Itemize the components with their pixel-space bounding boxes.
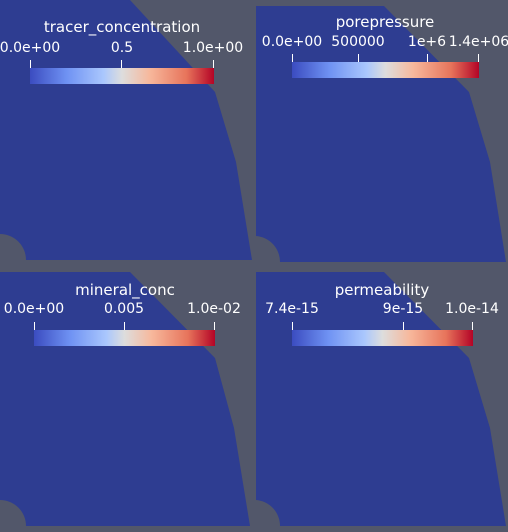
render-view-tracer-concentration[interactable]: tracer_concentration 0.0e+00 0.5 1.0e+00 xyxy=(0,0,254,266)
colorbar-tick xyxy=(358,54,359,66)
colorbar-tick-label: 1e+6 xyxy=(407,34,447,50)
colorbar-tick xyxy=(124,322,125,334)
render-view-porepressure[interactable]: porepressure 0.0e+00 500000 1e+6 1.4e+06 xyxy=(254,0,508,266)
colorbar-tick xyxy=(472,322,473,334)
colorbar-tick xyxy=(292,322,293,334)
colorbar-tick-label: 500000 xyxy=(331,34,385,50)
mesh-domain xyxy=(0,0,252,260)
colorbar-tick xyxy=(30,60,31,72)
render-view-mineral-conc[interactable]: mineral_conc 0.0e+00 0.005 1.0e-02 xyxy=(0,266,254,532)
colorbar-tick-label: 1.4e+06 xyxy=(448,34,508,50)
colorbar xyxy=(30,68,214,84)
colorbar-tick xyxy=(403,322,404,334)
colorbar-tick-label: 9e-15 xyxy=(382,301,424,317)
colorbar-tick-label: 0.0e+00 xyxy=(3,301,65,317)
colorbar-tick-label: 1.0e+00 xyxy=(182,40,244,56)
colorbar-tick xyxy=(478,54,479,66)
colorbar-tick-label: 0.5 xyxy=(110,40,134,56)
colorbar-tick-label: 0.0e+00 xyxy=(261,34,323,50)
render-view-permeability[interactable]: permeability 7.4e-15 9e-15 1.0e-14 xyxy=(254,266,508,532)
colorbar-tick-label: 1.0e-14 xyxy=(445,301,499,317)
colorbar-tick xyxy=(213,60,214,72)
colorbar-title: porepressure xyxy=(335,13,435,31)
colorbar xyxy=(292,330,473,346)
colorbar-tick xyxy=(121,60,122,72)
colorbar-tick xyxy=(427,54,428,66)
colorbar-tick xyxy=(292,54,293,66)
colorbar-tick-label: 1.0e-02 xyxy=(187,301,241,317)
colorbar xyxy=(34,330,215,346)
colorbar-tick xyxy=(214,322,215,334)
colorbar xyxy=(292,62,479,78)
colorbar-tick-label: 0.005 xyxy=(103,301,145,317)
colorbar-title: mineral_conc xyxy=(75,281,175,299)
colorbar-title: tracer_concentration xyxy=(43,18,201,36)
colorbar-tick-label: 0.0e+00 xyxy=(0,40,61,56)
colorbar-title: permeability xyxy=(334,281,430,299)
colorbar-tick xyxy=(34,322,35,334)
colorbar-tick-label: 7.4e-15 xyxy=(265,301,319,317)
